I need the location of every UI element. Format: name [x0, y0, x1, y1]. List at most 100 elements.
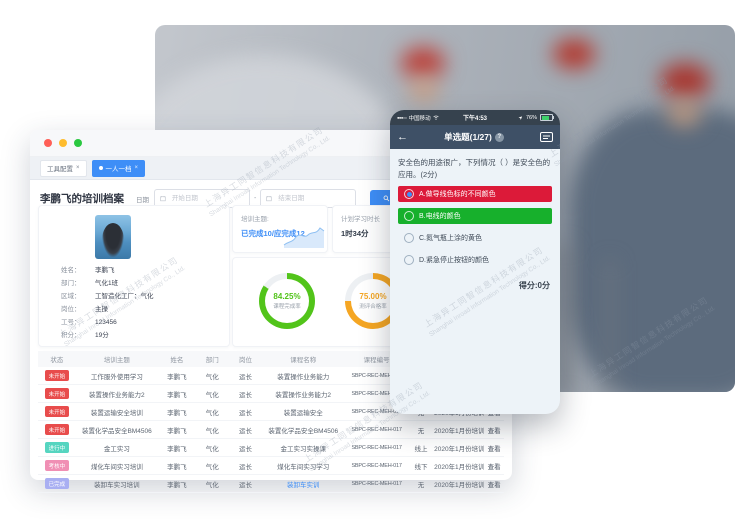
radio-icon[interactable]: [404, 189, 414, 200]
planned-duration-label: 计划学习时长: [341, 216, 380, 223]
dept-cell: 气化: [195, 438, 229, 457]
view-link[interactable]: 查看: [487, 427, 501, 435]
radio-icon[interactable]: [404, 255, 414, 266]
close-window-icon[interactable]: [44, 139, 52, 147]
post-cell: 运长: [228, 438, 263, 457]
tab-dot-icon: [98, 166, 103, 170]
action-cell: 查看: [484, 438, 504, 457]
topic-cell: 装置操作业务能力2: [75, 384, 158, 403]
dept-cell: 气化: [195, 456, 229, 475]
action-cell: 查看: [484, 420, 504, 439]
status-badge: 未开始: [44, 370, 70, 381]
quiz-option[interactable]: A.做导线色标的不同颜色: [398, 186, 552, 203]
post-cell: 运长: [228, 456, 263, 475]
close-tab-icon[interactable]: ×: [76, 165, 80, 171]
tab-tool-config[interactable]: 工具配置 ×: [40, 159, 87, 177]
status-badge: 未开始: [44, 424, 70, 435]
mode-cell: 无: [408, 474, 434, 493]
calendar-icon: [160, 196, 166, 202]
maximize-window-icon[interactable]: [74, 139, 82, 147]
back-arrow-icon[interactable]: ←: [397, 130, 408, 143]
quiz-body: 安全色的用途很广，下列情况（ ）是安全色的应用。(2分) A.做导线色标的不同颜…: [390, 149, 560, 291]
dept-cell: 气化: [195, 402, 229, 421]
course-name: 装置操作业务能力: [277, 373, 330, 381]
table-header-cell: 状态: [38, 351, 76, 367]
name-cell: 李鹏飞: [158, 384, 196, 403]
profile-field-label: 区域：: [61, 293, 81, 300]
profile-field: 岗位： 主操: [61, 303, 221, 316]
training-topic-card: 培训主题: 已完成10/应完成12: [232, 205, 328, 253]
mode-cell: 线上: [408, 438, 434, 457]
table-header-cell: 岗位: [228, 351, 263, 367]
end-date-input[interactable]: [276, 194, 351, 203]
question-text: 安全色的用途很广，下列情况（ ）是安全色的应用。(2分): [398, 158, 551, 179]
avatar: [95, 215, 131, 259]
close-tab-icon[interactable]: ×: [134, 165, 139, 171]
quiz-option[interactable]: D.紧急停止按钮的颜色: [398, 252, 552, 268]
dept-cell: 气化: [195, 474, 229, 493]
course-name: 装置化学品安全BM4506: [268, 427, 339, 435]
table-row: 未开始 装置化学品安全BM4506 李鹏飞 气化 运长 装置化学品安全BM4506 SBPC…: [38, 420, 504, 439]
status-cell: 考核中: [38, 456, 76, 475]
status-cell: 未开始: [38, 402, 76, 421]
battery-icon: [540, 114, 555, 121]
post-cell: 运长: [228, 402, 263, 421]
wifi-icon: [433, 115, 439, 120]
view-link[interactable]: 查看: [487, 445, 501, 453]
profile-field-value: 123456: [95, 319, 117, 326]
donut-center: 84.25% 课程完成率: [265, 279, 309, 323]
profile-field-value: 工智造化工厂：气化: [95, 293, 154, 300]
course-cell: 装卸车实训: [262, 474, 345, 493]
course-name: 装置操作业务能力2: [275, 391, 332, 399]
table-header-cell: 培训主题: [75, 351, 158, 367]
mode-cell: 线下: [408, 456, 434, 475]
table-header-cell: 部门: [195, 351, 229, 367]
view-link[interactable]: 查看: [487, 481, 501, 489]
training-topic-label: 培训主题:: [241, 216, 269, 223]
radio-icon[interactable]: [404, 233, 414, 244]
calendar-icon: [266, 196, 272, 202]
red-helmet-icon: [553, 39, 595, 69]
status-badge: 进行中: [44, 442, 70, 453]
course-cell: 装置运输安全: [262, 402, 345, 421]
course-cell: 装置化学品安全BM4506: [262, 420, 345, 439]
topic-cell: 装置化学品安全BM4506: [75, 420, 158, 439]
help-icon[interactable]: ?: [494, 132, 504, 142]
course-link[interactable]: 装卸车实训: [286, 481, 320, 489]
table-row: 进行中 金工实习 李鹏飞 气化 运长 金工实习实操课 SBPC-REC-MEH-017 线上 2…: [38, 438, 504, 457]
red-helmet-icon: [401, 47, 445, 79]
course-name: 装置运输安全: [283, 409, 323, 417]
worker-body-right: [570, 110, 735, 392]
quiz-option[interactable]: C.氮气瓶上涂的黄色: [398, 230, 552, 246]
course-cell: 金工实习实操课: [262, 438, 345, 457]
table-row: 考核中 煤化车间实习培训 李鹏飞 气化 运长 煤化车间实习学习 SBPC-REC-MEH-0…: [38, 456, 504, 475]
completion-donut: 84.25% 课程完成率: [259, 273, 315, 329]
profile-field-value: 19分: [95, 332, 109, 339]
training-topic-value: 已完成10/应完成12: [241, 229, 305, 238]
course-cell: 装置操作业务能力2: [262, 384, 345, 403]
red-helmet-icon: [660, 63, 710, 99]
tab-person-archive[interactable]: 一人一档 ×: [91, 159, 146, 177]
name-cell: 李鹏飞: [158, 456, 196, 475]
name-cell: 李鹏飞: [158, 420, 196, 439]
profile-field-label: 岗位：: [61, 306, 81, 313]
profile-field: 区域： 工智造化工厂：气化: [61, 290, 221, 303]
name-cell: 李鹏飞: [158, 402, 196, 421]
post-cell: 运长: [228, 474, 263, 493]
topic-cell: 装置运输安全培训: [75, 402, 158, 421]
trend-sparkline: [283, 227, 325, 248]
profile-field-label: 积分：: [61, 332, 81, 339]
start-date-input[interactable]: [169, 194, 244, 203]
profile-field: 积分： 19分: [61, 329, 221, 342]
plan-cell: 2020年1月份培训计划: [433, 420, 485, 439]
course-code-cell: SBPC-REC-MEH-017: [344, 438, 409, 457]
topic-cell: 工作服外使用学习: [75, 367, 158, 385]
quiz-option[interactable]: B.电线的颜色: [398, 208, 552, 225]
answer-card-icon[interactable]: [540, 132, 553, 142]
minimize-window-icon[interactable]: [59, 139, 67, 147]
status-cell: 已完成: [38, 474, 76, 493]
option-label: D.紧急停止按钮的颜色: [419, 257, 489, 265]
view-link[interactable]: 查看: [487, 463, 501, 471]
radio-icon[interactable]: [404, 211, 414, 222]
date-filter-label: 日期: [136, 196, 149, 204]
